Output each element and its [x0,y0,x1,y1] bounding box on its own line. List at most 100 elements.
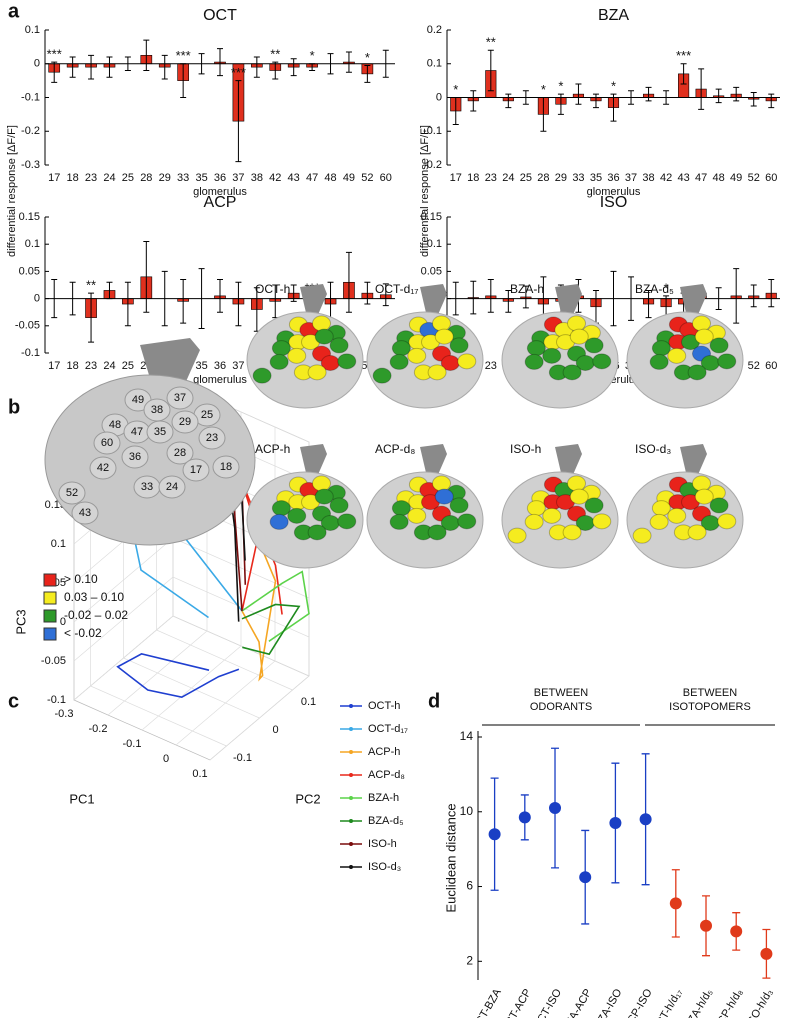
error-bar-line [645,86,652,102]
error-bar-line [487,49,494,92]
error-bar [522,285,529,309]
significance: ** [270,47,280,62]
error-bar [143,240,150,313]
glomerulus-label: 35 [154,426,166,438]
error-bar-line [680,63,687,85]
x-tick-label: 43 [288,172,300,184]
x-tick-label: 33 [177,172,189,184]
glomerulus [198,426,226,450]
map-title: ACP-d₈ [375,442,415,456]
x-axis-label: PC1 [69,791,94,806]
x-tick-label: 43 [677,172,689,184]
x-tick-label: 18 [67,172,79,184]
chart-title: ACP [204,194,237,211]
grid-line [73,615,310,701]
x-tick-label: 0.1 [192,768,207,780]
error-bar [487,49,494,92]
glomerulus-response [287,347,307,364]
x-tick-label: BZA-ACP [560,987,594,1018]
legend-label: > 0.10 [64,572,98,586]
point [579,871,592,884]
glomerulus-response [337,513,357,530]
x-tick-label: 36 [214,172,226,184]
legend-label: BZA-d₅ [368,815,404,827]
map-title: ACP-h [255,442,290,456]
legend-label: ACP-d₈ [368,769,405,781]
x-tick-label: BZA-ISO [592,987,625,1018]
x-tick-label: 23 [85,172,97,184]
glomerulus [93,431,121,455]
x-tick-label: 24 [502,172,514,184]
error-bar-line [575,83,582,105]
x-tick-label: 23 [485,360,497,372]
x-tick-label: OCT-h/d₁₇ [650,987,685,1018]
error-bar [88,292,95,343]
glomerulus-response [449,497,469,514]
x-tick-label: 35 [195,172,207,184]
y-tick-label: -0.2 [423,159,442,171]
legend-label: OCT-h [368,700,400,712]
legend-marker [349,704,353,708]
x-tick-label: 17 [450,172,462,184]
legend-label: 0.03 – 0.10 [64,590,124,604]
error-bar-line [768,93,775,109]
glomerulus-response [524,353,544,370]
y-tick-label: 0.1 [427,58,442,70]
error-bar-line [217,48,223,77]
glomerulus-label: 52 [66,487,78,499]
x-tick-label: 60 [765,172,777,184]
glomerulus-response [524,513,544,530]
glomerulus-response [569,328,589,345]
x-tick-label: 18 [67,360,79,372]
legend-label: OCT-d₁₇ [368,723,408,735]
error-bar [505,289,512,313]
y-axis-label: differential response [ΔF/F] [419,125,431,257]
glomerulus-response [287,507,307,524]
y-tick-label: 0.1 [25,24,40,36]
glomerulus-response [269,513,289,530]
y-tick-label: 0.05 [19,265,40,277]
glomerulus-response [449,337,469,354]
glomerulus-label: 36 [129,451,141,463]
x-tick-label: -0.2 [89,723,108,735]
x-tick-label: 29 [555,172,567,184]
error-bar-line [645,289,652,319]
error-bar [364,281,371,305]
glomerulus-label: 38 [151,404,163,416]
legend-swatch [43,573,57,587]
glomerulus-response [457,353,477,370]
y-tick-label: 0 [272,724,278,736]
y-axis-label: PC2 [295,791,320,806]
significance: *** [231,65,246,80]
x-tick-label: OCT-ACP [499,987,534,1018]
antenna-stem [420,284,447,317]
error-bar-line [487,279,494,313]
glomerulus-response [407,347,427,364]
y-axis-label: differential response [ΔF/F] [6,125,18,257]
glomerulus-response [526,340,546,357]
trajectory [116,653,240,699]
error-bar [272,61,279,80]
antenna-stem [680,444,707,477]
glomerulus-response [649,353,669,370]
y-tick-label: 0.1 [427,238,442,250]
significance: * [558,79,563,94]
glomerulus-response [337,353,357,370]
glomerulus [158,475,186,499]
point [760,947,773,960]
glomerulus [171,410,199,434]
glomerulus-label: 37 [174,392,186,404]
error-bar-line [217,279,223,313]
x-tick-label: 25 [520,172,532,184]
x-tick-label: 33 [572,172,584,184]
group-label: ODORANTS [530,701,592,713]
error-bar [217,279,223,313]
legend-marker [349,865,353,869]
glomerulus-response [269,353,289,370]
point [669,897,682,910]
map-title: OCT-h [255,282,290,296]
glomerulus-response [649,513,669,530]
glomerulus-response [507,527,527,544]
antenna-stem [680,284,707,317]
